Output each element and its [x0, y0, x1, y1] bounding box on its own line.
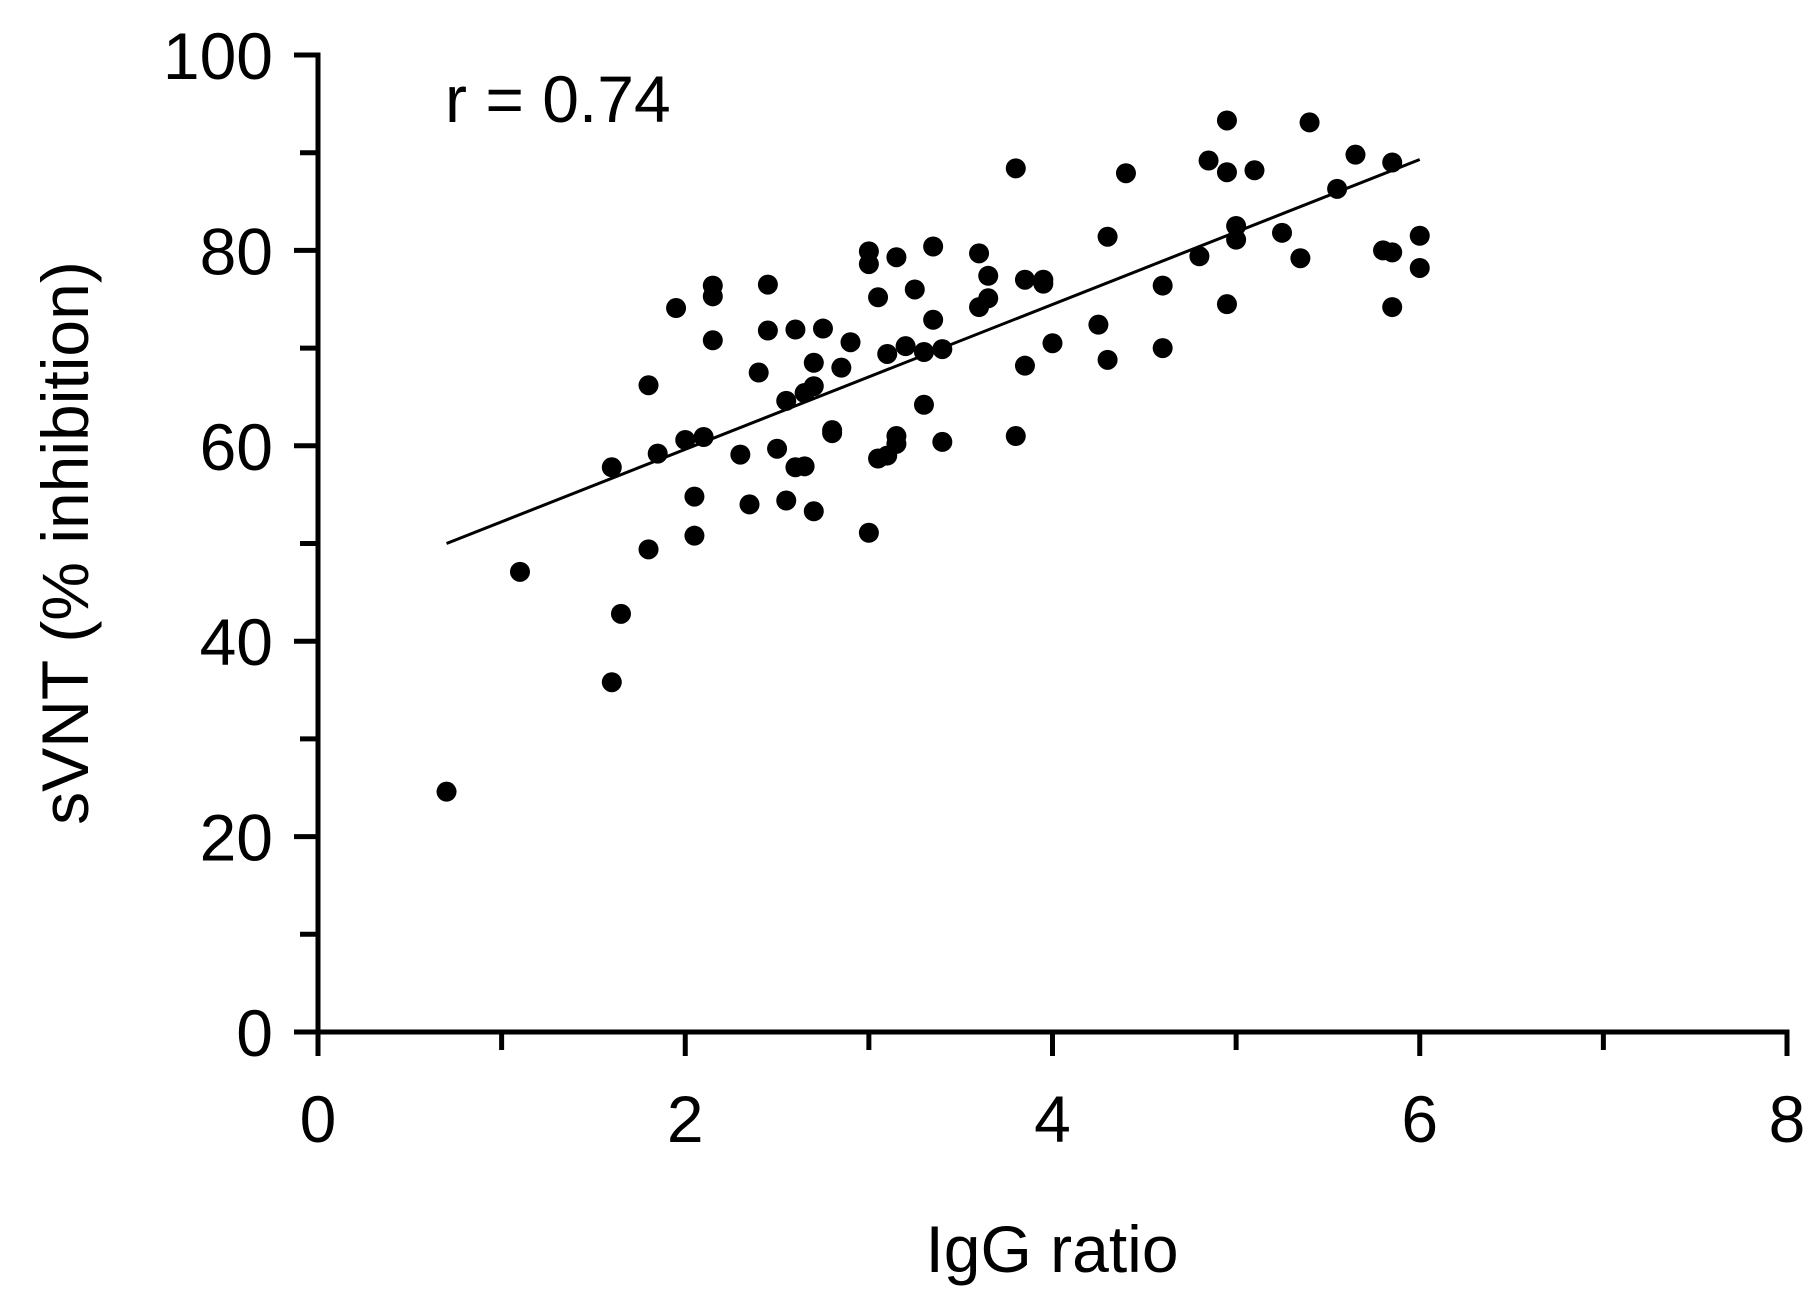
- data-point: [1382, 152, 1403, 173]
- data-points: [436, 110, 1430, 802]
- data-point: [610, 603, 631, 624]
- data-point: [1244, 160, 1265, 181]
- data-point: [923, 236, 944, 257]
- y-tick-label: 100: [163, 19, 273, 93]
- y-tick-label: 80: [200, 214, 273, 288]
- data-point: [1216, 162, 1237, 183]
- data-point: [1216, 110, 1237, 131]
- data-point: [757, 274, 778, 295]
- data-point: [647, 443, 668, 464]
- data-point: [436, 781, 457, 802]
- data-point: [794, 456, 815, 477]
- x-axis-title: IgG ratio: [925, 1212, 1178, 1286]
- data-point: [868, 287, 889, 308]
- data-point: [803, 352, 824, 373]
- data-point: [757, 320, 778, 341]
- data-point: [1042, 333, 1063, 354]
- data-point: [812, 318, 833, 339]
- data-point: [702, 330, 723, 351]
- data-point: [831, 357, 852, 378]
- x-tick-label: 0: [300, 1082, 337, 1156]
- data-point: [638, 375, 659, 396]
- y-tick-label: 40: [200, 605, 273, 679]
- data-point: [904, 279, 925, 300]
- data-point: [1290, 248, 1311, 269]
- data-point: [913, 394, 934, 415]
- data-point: [1198, 150, 1219, 171]
- data-point: [776, 390, 797, 411]
- data-point: [767, 438, 788, 459]
- data-point: [730, 444, 751, 465]
- data-point: [785, 319, 806, 340]
- y-tick-label: 60: [200, 410, 273, 484]
- data-point: [1005, 158, 1026, 179]
- data-point: [1216, 294, 1237, 315]
- data-point: [1409, 225, 1430, 246]
- data-point: [803, 376, 824, 397]
- data-point: [1014, 269, 1035, 290]
- data-point: [693, 427, 714, 448]
- data-point: [1226, 215, 1247, 236]
- data-point: [675, 429, 696, 450]
- data-point: [822, 423, 843, 444]
- axes: [315, 52, 1790, 1035]
- data-point: [748, 362, 769, 383]
- data-point: [1327, 178, 1348, 199]
- data-point: [895, 336, 916, 357]
- data-point: [932, 339, 953, 360]
- data-point: [684, 486, 705, 507]
- data-point: [913, 342, 934, 363]
- data-point: [886, 247, 907, 268]
- data-point: [702, 286, 723, 307]
- data-point: [858, 522, 879, 543]
- y-axis-title: sVNT (% inhibition): [28, 261, 102, 825]
- data-point: [978, 265, 999, 286]
- data-point: [803, 501, 824, 522]
- data-point: [1226, 229, 1247, 250]
- correlation-annotation: r = 0.74: [445, 62, 671, 136]
- data-point: [776, 490, 797, 511]
- data-point: [1382, 297, 1403, 318]
- data-point: [684, 525, 705, 546]
- data-point: [1382, 242, 1403, 263]
- data-point: [1272, 222, 1293, 243]
- data-point: [601, 672, 622, 693]
- data-point: [666, 298, 687, 319]
- data-point: [601, 457, 622, 478]
- data-point: [509, 561, 530, 582]
- data-point: [969, 243, 990, 264]
- data-point: [1005, 426, 1026, 447]
- data-point: [1189, 246, 1210, 267]
- data-point: [877, 343, 898, 364]
- data-point: [978, 288, 999, 309]
- data-point: [1014, 355, 1035, 376]
- data-point: [858, 254, 879, 275]
- data-point: [739, 494, 760, 515]
- data-point: [1115, 163, 1136, 184]
- data-point: [1345, 144, 1366, 165]
- x-tick-label: 6: [1401, 1082, 1438, 1156]
- data-point: [886, 433, 907, 454]
- data-point: [923, 309, 944, 330]
- data-point: [1152, 338, 1173, 359]
- x-tick-label: 4: [1034, 1082, 1071, 1156]
- x-tick-label: 2: [667, 1082, 704, 1156]
- data-point: [1097, 349, 1118, 370]
- data-point: [1152, 275, 1173, 296]
- ticks: [294, 52, 1790, 1056]
- data-point: [1033, 269, 1054, 290]
- data-point: [1088, 314, 1109, 335]
- data-point: [1409, 257, 1430, 278]
- y-tick-label: 0: [236, 996, 273, 1070]
- data-point: [1299, 112, 1320, 133]
- x-tick-label: 8: [1769, 1082, 1806, 1156]
- data-point: [840, 332, 861, 353]
- y-tick-label: 20: [200, 801, 273, 875]
- data-point: [638, 539, 659, 560]
- data-point: [932, 431, 953, 452]
- data-point: [1097, 226, 1118, 247]
